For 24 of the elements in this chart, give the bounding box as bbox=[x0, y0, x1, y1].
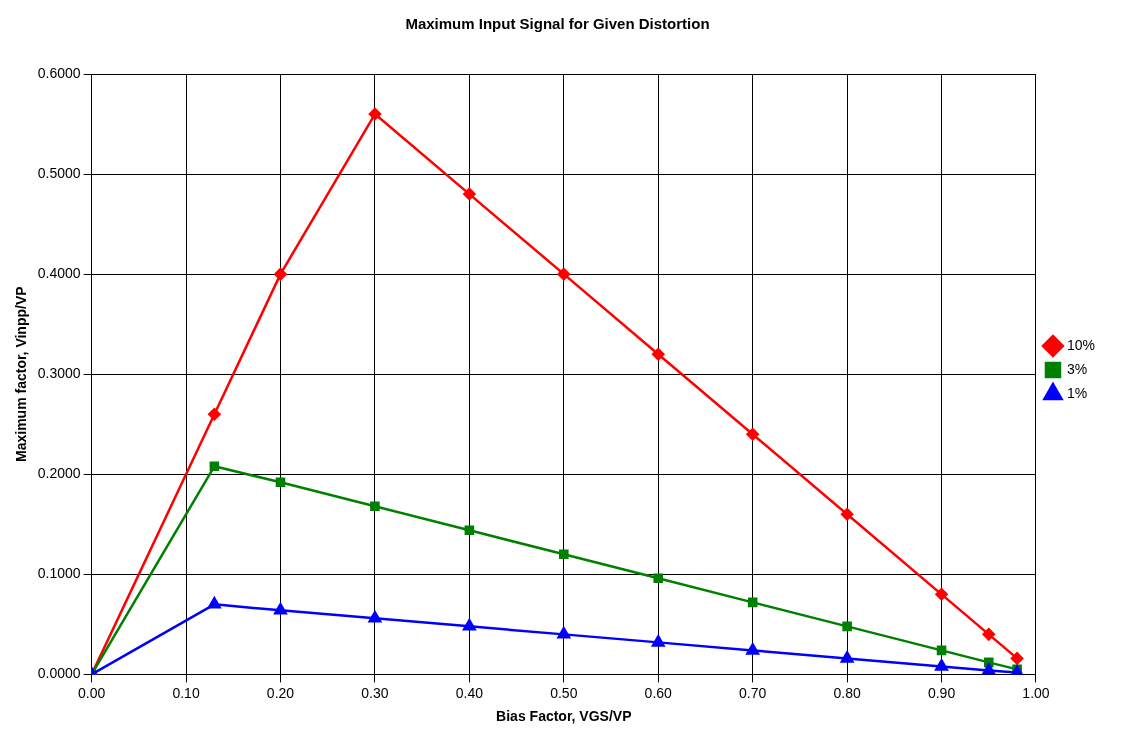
y-tick-label: 0.1000 bbox=[37, 565, 81, 582]
legend-label: 1% bbox=[1066, 384, 1088, 401]
x-tick-label: 0.30 bbox=[361, 684, 389, 701]
x-tick-label: 0.60 bbox=[644, 684, 673, 701]
y-tick-label: 0.3000 bbox=[37, 365, 81, 382]
y-tick-label: 0.2000 bbox=[37, 465, 81, 482]
y-tick-label: 0.5000 bbox=[37, 164, 81, 181]
x-tick-label: 0.20 bbox=[266, 684, 295, 701]
legend-label: 3% bbox=[1066, 360, 1088, 377]
y-tick-label: 0.0000 bbox=[37, 665, 81, 682]
x-tick-label: 0.50 bbox=[550, 684, 578, 701]
x-tick-label: 0.10 bbox=[172, 684, 200, 701]
x-tick-label: 0.40 bbox=[455, 684, 484, 701]
chart-title: Maximum Input Signal for Given Distortion bbox=[405, 15, 710, 33]
x-tick-label: 0.90 bbox=[927, 684, 956, 701]
y-tick-label: 0.6000 bbox=[37, 64, 81, 81]
x-tick-label: 0.80 bbox=[833, 684, 861, 701]
y-tick-label: 0.4000 bbox=[37, 264, 81, 281]
x-axis-title: Bias Factor, VGS/VP bbox=[496, 708, 632, 725]
x-tick-label: 0.00 bbox=[78, 684, 106, 701]
y-axis-title: Maximum factor, Vinpp/VP bbox=[13, 286, 30, 462]
x-tick-label: 0.70 bbox=[739, 684, 767, 701]
x-tick-label: 1.00 bbox=[1022, 684, 1050, 701]
legend-label: 10% bbox=[1066, 336, 1096, 353]
